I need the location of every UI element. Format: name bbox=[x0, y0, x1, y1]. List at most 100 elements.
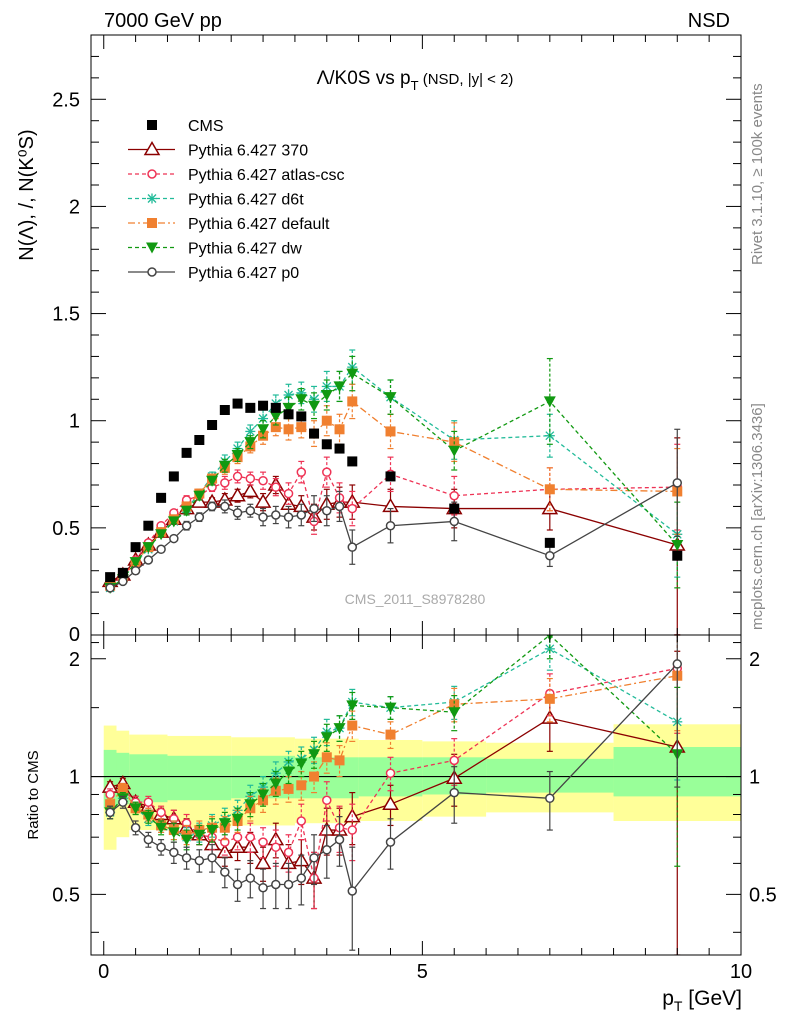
data-point bbox=[218, 460, 231, 472]
data-point bbox=[245, 402, 256, 413]
data-point bbox=[169, 847, 179, 858]
data-point bbox=[449, 699, 460, 710]
data-point bbox=[295, 394, 308, 406]
data-point bbox=[308, 749, 321, 761]
ratio-ylabel: Ratio to CMS bbox=[25, 750, 42, 839]
data-point bbox=[283, 879, 294, 890]
x-tick-label: 0 bbox=[98, 961, 109, 983]
data-point bbox=[156, 842, 166, 852]
y-tick-label: 2 bbox=[69, 196, 80, 218]
data-point bbox=[180, 505, 193, 517]
data-point bbox=[244, 799, 257, 811]
data-point bbox=[117, 783, 128, 794]
legend: CMS Pythia 6.427 370 Pythia 6.427 atlas-cs… bbox=[128, 118, 345, 282]
data-point bbox=[320, 390, 333, 401]
data-point bbox=[672, 550, 683, 561]
data-point bbox=[269, 411, 282, 423]
data-point bbox=[105, 807, 115, 818]
data-point bbox=[168, 471, 179, 482]
green-band bbox=[167, 755, 232, 801]
data-point bbox=[156, 807, 166, 818]
data-point bbox=[156, 544, 166, 555]
legend-marker bbox=[147, 218, 157, 228]
data-point bbox=[448, 707, 461, 719]
series-pythia-6-427-atlas-csc bbox=[105, 443, 683, 589]
data-point bbox=[258, 837, 268, 847]
data-point bbox=[194, 512, 205, 522]
data-point bbox=[271, 842, 281, 852]
series-cms bbox=[105, 398, 683, 583]
data-point bbox=[322, 467, 332, 477]
data-point bbox=[258, 512, 268, 522]
data-point bbox=[283, 424, 294, 435]
data-point bbox=[194, 855, 205, 866]
data-point bbox=[143, 520, 154, 531]
ratio-y-tick-label-right: 2 bbox=[749, 649, 760, 671]
main-title: Λ/K0S vs pT (NSD, |y| < 2) bbox=[317, 68, 514, 93]
data-point bbox=[105, 799, 116, 810]
data-point bbox=[258, 882, 268, 893]
data-point bbox=[169, 533, 179, 544]
data-point bbox=[105, 583, 115, 593]
data-point bbox=[283, 512, 294, 522]
data-point bbox=[295, 758, 308, 770]
data-point bbox=[296, 873, 307, 883]
data-point bbox=[181, 520, 192, 531]
series-pythia-6-427-p0 bbox=[105, 635, 683, 951]
data-point bbox=[296, 510, 307, 520]
data-point bbox=[672, 659, 683, 669]
data-point bbox=[321, 439, 332, 450]
data-point bbox=[155, 822, 168, 834]
data-point bbox=[254, 493, 272, 508]
data-point bbox=[142, 811, 155, 823]
data-point bbox=[207, 501, 217, 512]
data-point bbox=[257, 789, 270, 801]
data-point bbox=[544, 643, 555, 654]
legend-marker bbox=[147, 169, 157, 179]
ratio-y-tick-label-right: 1 bbox=[749, 767, 760, 789]
legend-item: Pythia 6.427 370 bbox=[128, 141, 308, 160]
legend-label: Pythia 6.427 370 bbox=[188, 143, 308, 160]
legend-item: Pythia 6.427 p0 bbox=[128, 265, 299, 282]
series-line bbox=[109, 483, 678, 583]
data-point bbox=[321, 415, 332, 426]
data-point bbox=[271, 482, 281, 492]
data-point bbox=[347, 886, 358, 896]
data-point bbox=[219, 405, 230, 415]
data-point bbox=[206, 825, 219, 837]
data-point bbox=[544, 484, 555, 495]
ratio-axes: 0.5 0.5 1 1 2 2 0 5 10 bbox=[52, 635, 777, 983]
data-point bbox=[334, 443, 345, 454]
data-point bbox=[321, 752, 332, 763]
data-point bbox=[232, 398, 243, 409]
main-ylabel: N(Λ), /, N(K⁰S) bbox=[16, 129, 38, 260]
legend-item: Pythia 6.427 default bbox=[128, 216, 330, 233]
data-point bbox=[143, 834, 154, 845]
data-point bbox=[254, 854, 272, 870]
series-line bbox=[109, 470, 678, 585]
data-point bbox=[117, 567, 128, 578]
data-point bbox=[270, 785, 281, 796]
data-point bbox=[385, 471, 396, 482]
data-point bbox=[346, 368, 359, 380]
legend-label: Pythia 6.427 p0 bbox=[188, 265, 299, 282]
legend-marker bbox=[143, 141, 161, 156]
data-point bbox=[322, 845, 332, 855]
data-point bbox=[448, 445, 461, 457]
series-pythia-6-427-default bbox=[105, 383, 683, 591]
data-point bbox=[206, 475, 219, 487]
data-point bbox=[231, 813, 244, 825]
data-point bbox=[545, 793, 555, 804]
data-point bbox=[155, 529, 168, 541]
data-point bbox=[218, 818, 231, 830]
ratio-y-tick-label-right: 0.5 bbox=[749, 884, 777, 906]
data-point bbox=[283, 847, 294, 858]
data-point bbox=[245, 473, 256, 484]
data-point bbox=[385, 520, 396, 531]
legend-item: Pythia 6.427 d6t bbox=[128, 192, 304, 209]
legend-label: Pythia 6.427 default bbox=[188, 216, 330, 233]
data-point bbox=[296, 816, 307, 826]
data-point bbox=[309, 428, 320, 439]
ratio-y-tick-label: 2 bbox=[69, 649, 80, 671]
